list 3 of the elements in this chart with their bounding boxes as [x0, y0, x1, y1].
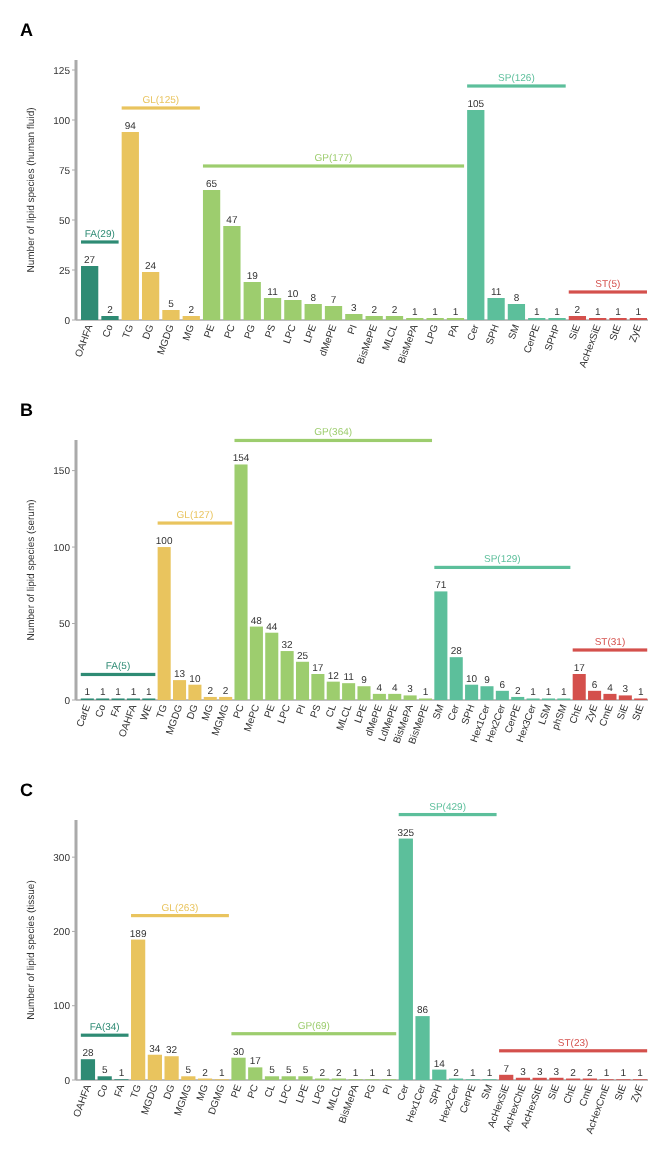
chart-title: B — [20, 400, 34, 420]
chart-title: A — [20, 20, 34, 40]
chart-title: C — [20, 780, 34, 800]
